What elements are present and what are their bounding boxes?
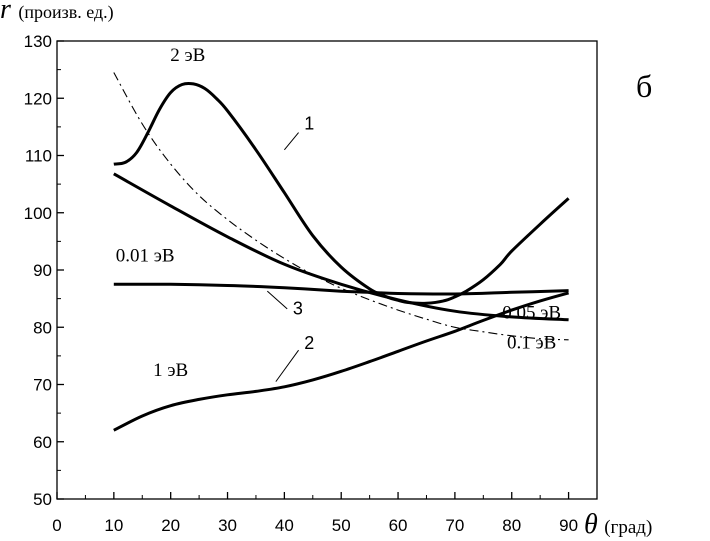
curve-number-label: 1 (304, 114, 314, 134)
x-axis-symbol: θ (584, 509, 598, 540)
series-line-1 (113, 81, 570, 305)
series-line-3 (113, 282, 569, 296)
y-tick-label: 60 (33, 433, 52, 452)
series-line-4 (113, 172, 569, 322)
x-tick-label: 40 (275, 516, 294, 535)
y-tick-label: 70 (33, 376, 52, 395)
axes: 0 10 20 30 40 50 60 70 80 90506070809010011012013… (24, 32, 598, 535)
x-tick-label: 80 (502, 516, 521, 535)
y-tick-label: 110 (25, 147, 52, 166)
x-tick-label: 60 (389, 516, 408, 535)
x-tick-label: 0 (52, 516, 61, 535)
series-energy-label: 0.1 эВ (507, 332, 556, 353)
series-energy-label: 0.05 эВ (502, 303, 561, 324)
series-energy-label: 1 эВ (153, 360, 188, 381)
series-lines (113, 72, 570, 432)
x-tick-label: 70 (445, 516, 464, 535)
x-tick-label: 90 (559, 516, 578, 535)
y-tick-label: 80 (33, 318, 52, 337)
series-line-2 (113, 291, 569, 432)
x-tick-label: 50 (332, 516, 351, 535)
y-axis-title: r (произв. ед.) (0, 0, 114, 25)
x-axis-units: (град) (604, 517, 652, 538)
series-energy-label: 2 эВ (170, 45, 205, 66)
y-tick-label: 50 (33, 490, 52, 509)
y-axis-units: (произв. ед.) (18, 2, 113, 23)
annotations: 2 эВ 1 эВ 0.01 эВ 0.05 эВ 0.1 эВ 1 23 (116, 45, 561, 382)
curve-number-label: 3 (293, 299, 303, 319)
panel-label: б (636, 68, 652, 104)
y-axis-symbol: r (0, 0, 11, 25)
y-tick-label: 90 (33, 261, 52, 280)
curve-number-label: 2 (304, 333, 314, 353)
y-tick-label: 120 (24, 89, 52, 108)
plot-frame (56, 40, 598, 500)
x-tick-label: 30 (218, 516, 237, 535)
curve-leader-line (266, 290, 288, 310)
x-axis-title: θ (град) (584, 509, 652, 540)
series-line-5 (113, 72, 569, 341)
x-tick-label: 20 (161, 516, 180, 535)
y-tick-label: 100 (24, 204, 52, 223)
y-tick-label: 130 (24, 32, 52, 51)
curve-leader-line (275, 349, 299, 382)
x-tick-label: 10 (104, 516, 123, 535)
series-energy-label: 0.01 эВ (116, 245, 175, 266)
curve-leader-line (283, 132, 299, 151)
